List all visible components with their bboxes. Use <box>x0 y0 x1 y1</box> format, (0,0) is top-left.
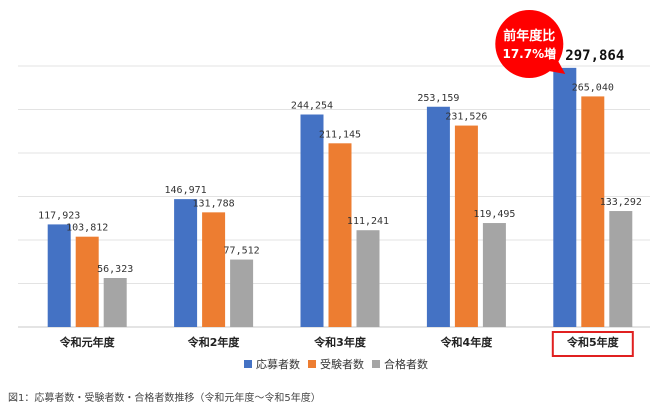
category-label: 令和元年度 <box>59 335 116 349</box>
bar-chart: 117,923 103,812 56,323 146,971 131,788 77,512… <box>18 10 650 371</box>
highlight-box <box>551 331 634 357</box>
bar-value-label: 119,495 <box>473 209 515 220</box>
bar <box>300 114 324 327</box>
bar-value-label: 211,145 <box>319 129 361 140</box>
bar <box>47 224 71 327</box>
callout-bubble <box>495 10 564 78</box>
bar-value-label: 133,292 <box>600 197 642 208</box>
bar <box>553 67 577 327</box>
category-label: 令和3年度 <box>313 335 367 349</box>
bar <box>482 223 506 327</box>
bar-value-label: 244,254 <box>291 100 333 111</box>
legend-label: 受験者数 <box>320 357 364 371</box>
bar <box>581 96 605 328</box>
category-label: 令和4年度 <box>440 335 494 349</box>
legend-swatch <box>244 360 252 368</box>
bar <box>103 277 127 327</box>
bar-value-label: 103,812 <box>66 223 108 234</box>
legend-swatch <box>308 360 316 368</box>
highlight-group: 297,864 前年度比 17.7%増 <box>495 10 634 357</box>
callout-line1: 前年度比 <box>503 28 555 44</box>
bar-value-label: 146,971 <box>165 185 207 196</box>
bar-value-label: 265,040 <box>572 82 614 93</box>
bar <box>426 106 450 327</box>
bar-value-label: 253,159 <box>417 93 459 104</box>
figure-caption: 図1：応募者数・受験者数・合格者数推移（令和元年度～令和5年度） <box>8 393 321 404</box>
legend-swatch <box>372 360 380 368</box>
bar-value-label-highlight: 297,864 <box>565 48 624 64</box>
bar-value-label: 117,923 <box>38 210 80 221</box>
bar <box>609 211 633 327</box>
category-labels: 令和元年度 令和2年度 令和3年度 令和4年度 令和5年度 <box>59 335 620 349</box>
bar <box>454 125 478 327</box>
bar-value-labels: 117,923 103,812 56,323 146,971 131,788 77,512… <box>38 82 642 275</box>
bar <box>356 230 380 327</box>
bar <box>230 259 254 327</box>
category-label: 令和2年度 <box>187 335 241 349</box>
callout-line2: 17.7%増 <box>502 46 556 61</box>
legend-label: 合格者数 <box>384 357 428 371</box>
bar <box>174 199 198 327</box>
bar <box>202 212 226 327</box>
category-label: 令和5年度 <box>566 335 620 349</box>
legend-label: 応募者数 <box>256 357 300 371</box>
bars <box>47 67 633 328</box>
bar-value-label: 131,788 <box>193 198 235 209</box>
bar-value-label: 111,241 <box>347 216 389 227</box>
bar <box>328 143 352 327</box>
bar-value-label: 231,526 <box>445 112 487 123</box>
bar-value-label: 56,323 <box>97 264 133 275</box>
bar-value-label: 77,512 <box>224 246 260 257</box>
bar <box>75 236 99 327</box>
legend: 応募者数 受験者数 合格者数 <box>244 357 428 371</box>
